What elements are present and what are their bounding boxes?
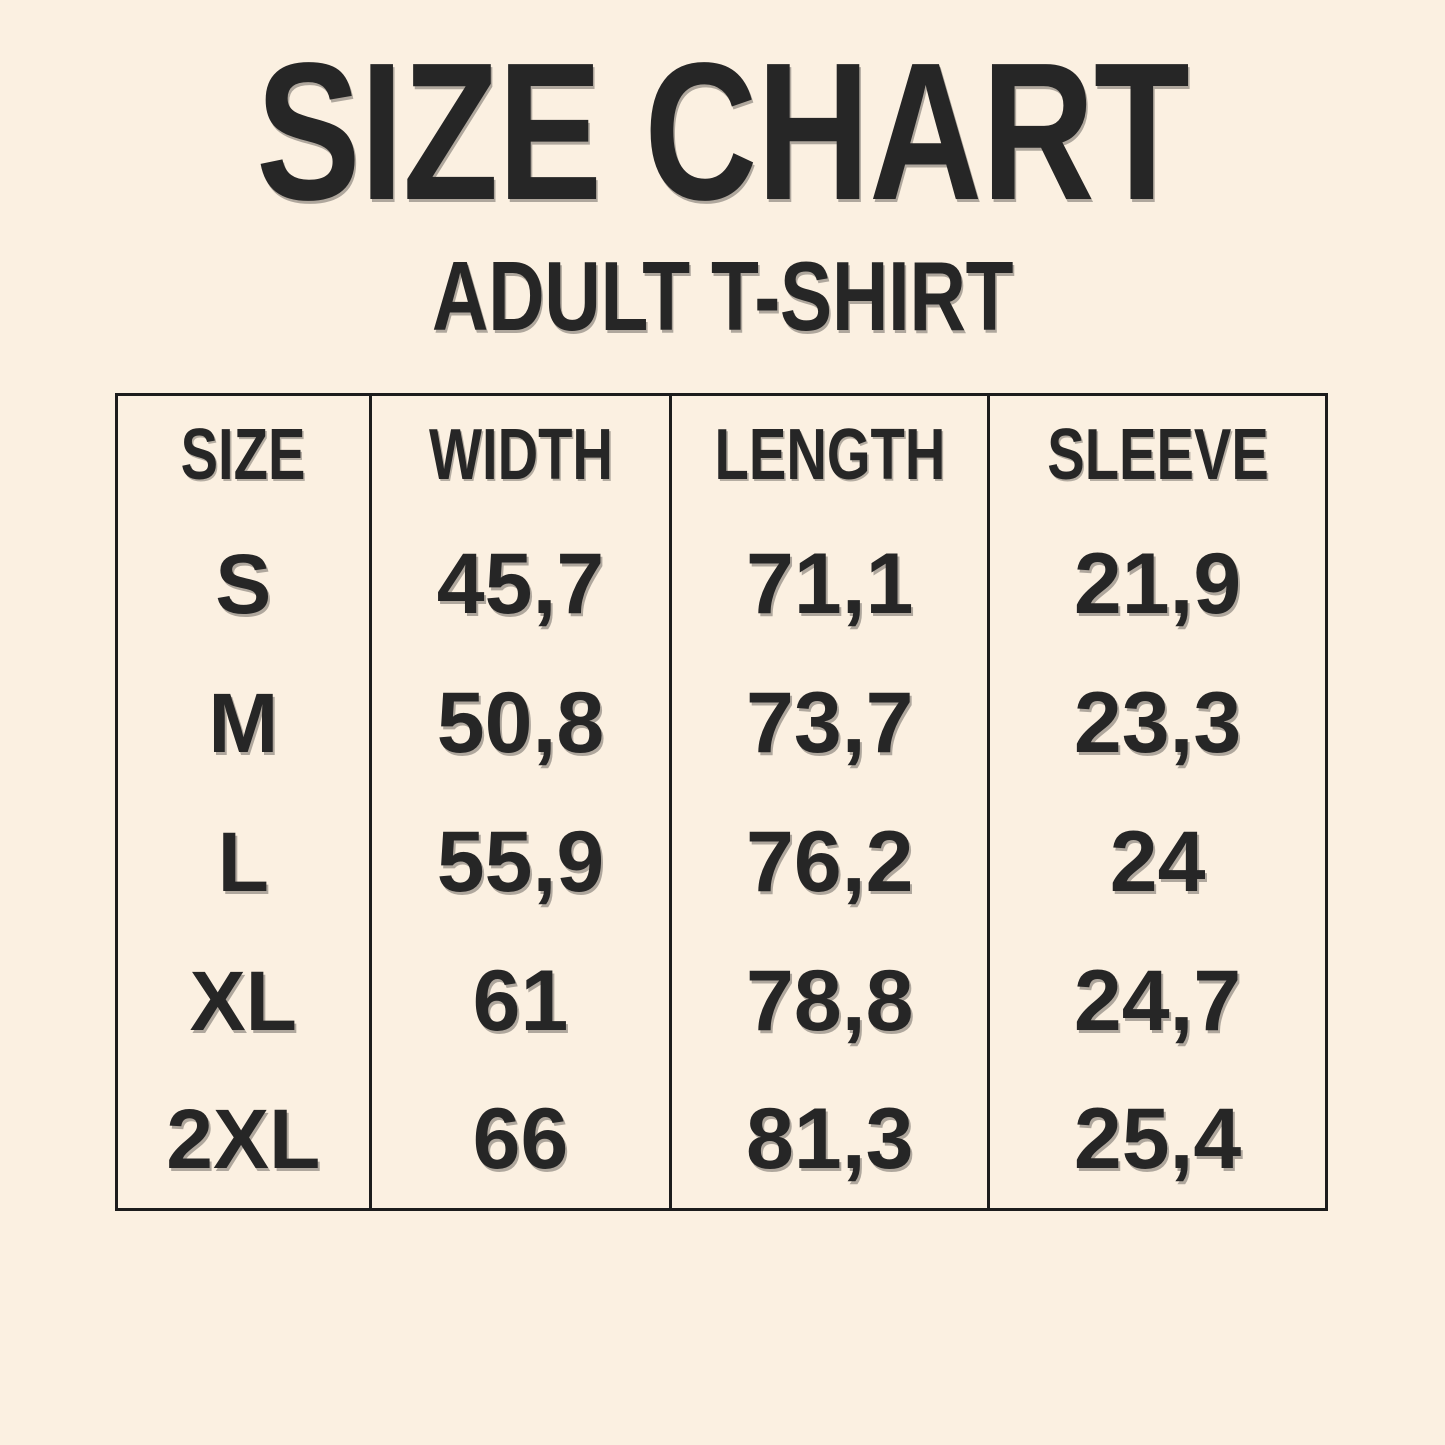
cell-width-value: 45,7 (436, 536, 605, 632)
title-block: SIZE CHART ADULT T-SHIRT (0, 22, 1445, 351)
cell-width-value: 66 (472, 1091, 569, 1188)
cell-length: 81,3 (670, 1070, 991, 1210)
column-header-size-label: SIZE (180, 415, 306, 496)
cell-sleeve: 23,3 (989, 654, 1327, 793)
cell-size-value: 2XL (166, 1092, 321, 1187)
cell-width: 55,9 (370, 792, 673, 932)
cell-sleeve-value: 23,3 (1073, 675, 1242, 771)
cell-sleeve: 25,4 (989, 1071, 1327, 1210)
cell-length: 73,7 (670, 653, 991, 793)
cell-size-value: XL (189, 954, 297, 1048)
cell-width-value: 61 (472, 953, 569, 1049)
column-header-size: SIZE (116, 394, 372, 515)
cell-width-value: 55,9 (436, 814, 605, 910)
cell-width: 66 (370, 1070, 673, 1210)
cell-size: L (116, 792, 372, 932)
cell-length-value: 71,1 (746, 536, 914, 632)
cell-sleeve-value: 25,4 (1073, 1091, 1242, 1188)
column-header-width-label: WIDTH (428, 415, 613, 496)
cell-size-value: M (208, 676, 279, 770)
table-header: SIZE WIDTH LENGTH SLEEVE (116, 394, 1327, 515)
table-row: M 50,8 73,7 23,3 (116, 653, 1327, 793)
table-row: L 55,9 76,2 24 (116, 792, 1327, 932)
cell-sleeve: 24,7 (989, 932, 1327, 1071)
cell-length-value: 73,7 (746, 675, 914, 771)
cell-size: XL (116, 931, 372, 1071)
column-header-length: LENGTH (670, 394, 991, 515)
size-table: SIZE WIDTH LENGTH SLEEVE S (115, 393, 1328, 1211)
table-body: S 45,7 71,1 21,9 M (116, 514, 1327, 1210)
cell-sleeve: 24 (989, 793, 1327, 932)
table-row: S 45,7 71,1 21,9 (116, 514, 1327, 654)
cell-width-value: 50,8 (436, 675, 605, 771)
cell-length-value: 78,8 (746, 953, 914, 1049)
cell-size-value: S (215, 537, 272, 631)
cell-width: 61 (370, 931, 673, 1071)
cell-length: 76,2 (670, 792, 991, 932)
cell-sleeve: 21,9 (989, 515, 1327, 654)
size-table-container: SIZE WIDTH LENGTH SLEEVE S (115, 393, 1328, 1211)
cell-length: 71,1 (670, 514, 991, 654)
column-header-sleeve: SLEEVE (989, 395, 1327, 515)
cell-length-value: 81,3 (746, 1091, 914, 1188)
cell-width: 50,8 (370, 653, 673, 793)
column-header-sleeve-label: SLEEVE (1046, 415, 1269, 496)
page-subtitle: ADULT T-SHIRT (431, 240, 1014, 351)
table-row: 2XL 66 81,3 25,4 (116, 1070, 1327, 1210)
cell-size: S (116, 514, 372, 654)
cell-size-value: L (217, 815, 269, 909)
table-header-row: SIZE WIDTH LENGTH SLEEVE (116, 394, 1327, 515)
column-header-width: WIDTH (370, 394, 673, 515)
cell-length: 78,8 (670, 931, 991, 1071)
table-row: XL 61 78,8 24,7 (116, 931, 1327, 1071)
cell-size: 2XL (116, 1070, 372, 1210)
cell-size: M (116, 653, 372, 793)
cell-width: 45,7 (370, 514, 673, 654)
column-header-length-label: LENGTH (714, 415, 946, 496)
cell-sleeve-value: 24 (1109, 814, 1206, 910)
page-title: SIZE CHART (256, 22, 1190, 241)
cell-length-value: 76,2 (746, 814, 914, 910)
cell-sleeve-value: 21,9 (1073, 536, 1242, 632)
cell-sleeve-value: 24,7 (1073, 953, 1242, 1049)
